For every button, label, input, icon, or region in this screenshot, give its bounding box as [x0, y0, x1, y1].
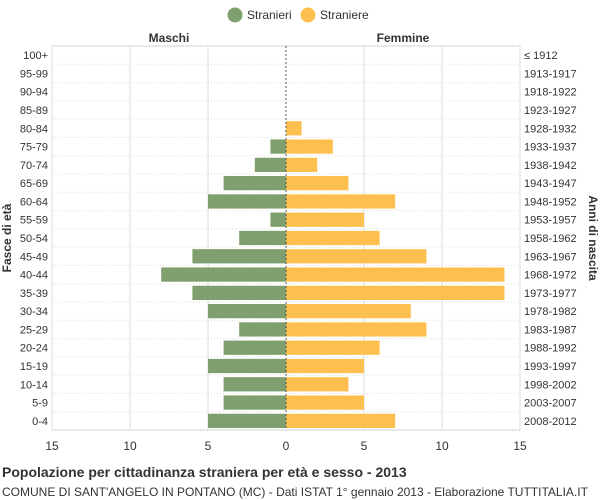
- bar-male-40-44: [161, 267, 286, 282]
- age-label: 15-19: [20, 361, 48, 373]
- birth-year-label: 1928-1932: [524, 123, 577, 135]
- x-tick-label: 15: [513, 439, 527, 453]
- birth-year-label: 1923-1927: [524, 105, 577, 117]
- bar-female-35-39: [286, 285, 505, 300]
- bar-female-55-59: [286, 212, 364, 227]
- bar-female-30-34: [286, 304, 411, 319]
- birth-year-label: 2003-2007: [524, 398, 577, 410]
- birth-year-label: 1983-1987: [524, 324, 577, 336]
- bar-male-20-24: [223, 340, 286, 355]
- bar-male-30-34: [208, 304, 286, 319]
- x-tick-label: 10: [435, 439, 449, 453]
- birth-year-label: 1948-1952: [524, 196, 577, 208]
- chart-subtitle: COMUNE DI SANT'ANGELO IN PONTANO (MC) - …: [2, 485, 588, 499]
- age-label: 75-79: [20, 142, 48, 154]
- birth-year-label: 1993-1997: [524, 361, 577, 373]
- bar-male-35-39: [192, 285, 286, 300]
- birth-year-label: 1953-1957: [524, 215, 577, 227]
- birth-year-label: 1998-2002: [524, 379, 577, 391]
- bar-male-50-54: [239, 230, 286, 246]
- legend-swatch-straniere: [300, 7, 316, 23]
- age-label: 80-84: [20, 123, 48, 135]
- age-label: 5-9: [32, 398, 48, 410]
- birth-year-label: ≤ 1912: [524, 50, 558, 62]
- birth-year-label: 1988-1992: [524, 343, 577, 355]
- bar-female-65-69: [286, 176, 349, 191]
- chart-title: Popolazione per cittadinanza straniera p…: [2, 464, 407, 480]
- birth-year-label: 1913-1917: [524, 68, 577, 80]
- x-tick-label: 5: [361, 439, 368, 453]
- bar-female-20-24: [286, 340, 380, 355]
- age-label: 85-89: [20, 105, 48, 117]
- bar-male-5-9: [223, 395, 286, 410]
- age-label: 50-54: [20, 233, 48, 245]
- x-tick-label: 0: [283, 439, 290, 453]
- age-label: 20-24: [20, 343, 48, 355]
- age-label: 100+: [23, 50, 48, 62]
- birth-year-label: 1933-1937: [524, 142, 577, 154]
- birth-year-label: 1973-1977: [524, 288, 577, 300]
- bar-female-0-4: [286, 413, 396, 428]
- y-axis-title-right: Anni di nascita: [586, 195, 600, 281]
- bar-female-40-44: [286, 267, 505, 282]
- population-pyramid-chart: 100+ ≤ 1912 95-99 1913-1917 90-94 1918-1922 85…: [0, 7, 600, 453]
- age-label: 25-29: [20, 324, 48, 336]
- heading-femmine: Femmine: [377, 31, 430, 45]
- legend-label-straniere: Straniere: [320, 8, 369, 22]
- bar-female-15-19: [286, 358, 364, 374]
- bar-male-25-29: [239, 322, 286, 337]
- birth-year-label: 1918-1922: [524, 87, 577, 99]
- age-label: 0-4: [32, 416, 48, 428]
- bar-female-5-9: [286, 395, 364, 410]
- legend-label-stranieri: Stranieri: [247, 8, 292, 22]
- bar-female-50-54: [286, 230, 380, 246]
- x-tick-label: 5: [205, 439, 212, 453]
- bar-male-65-69: [223, 176, 286, 191]
- bar-female-70-74: [286, 157, 318, 172]
- bar-male-75-79: [270, 139, 286, 154]
- y-axis-title-left: Fasce di età: [0, 203, 14, 272]
- age-label: 70-74: [20, 160, 48, 172]
- age-label: 30-34: [20, 306, 48, 318]
- age-label: 65-69: [20, 178, 48, 190]
- bar-male-60-64: [208, 194, 286, 209]
- legend-swatch-stranieri: [227, 7, 243, 23]
- birth-year-label: 1963-1967: [524, 251, 577, 263]
- age-label: 60-64: [20, 196, 48, 208]
- bar-female-80-84: [286, 121, 302, 136]
- bar-male-70-74: [254, 157, 286, 172]
- age-label: 35-39: [20, 288, 48, 300]
- x-tick-label: 15: [45, 439, 59, 453]
- bar-male-55-59: [270, 212, 286, 227]
- x-tick-label: 10: [123, 439, 137, 453]
- bar-male-10-14: [223, 377, 286, 392]
- bar-male-15-19: [208, 358, 286, 374]
- bar-female-75-79: [286, 139, 333, 154]
- age-label: 10-14: [20, 379, 48, 391]
- birth-year-label: 1978-1982: [524, 306, 577, 318]
- age-label: 95-99: [20, 68, 48, 80]
- age-label: 90-94: [20, 87, 48, 99]
- birth-year-label: 1958-1962: [524, 233, 577, 245]
- bar-male-0-4: [208, 413, 286, 428]
- bar-female-25-29: [286, 322, 427, 337]
- age-label: 45-49: [20, 251, 48, 263]
- birth-year-label: 1938-1942: [524, 160, 577, 172]
- age-label: 40-44: [20, 270, 48, 282]
- bar-female-45-49: [286, 249, 427, 264]
- birth-year-label: 1968-1972: [524, 270, 577, 282]
- bar-female-10-14: [286, 377, 349, 392]
- heading-maschi: Maschi: [149, 31, 190, 45]
- birth-year-label: 2008-2012: [524, 416, 577, 428]
- bar-male-45-49: [192, 249, 286, 264]
- bar-female-60-64: [286, 194, 396, 209]
- birth-year-label: 1943-1947: [524, 178, 577, 190]
- age-label: 55-59: [20, 215, 48, 227]
